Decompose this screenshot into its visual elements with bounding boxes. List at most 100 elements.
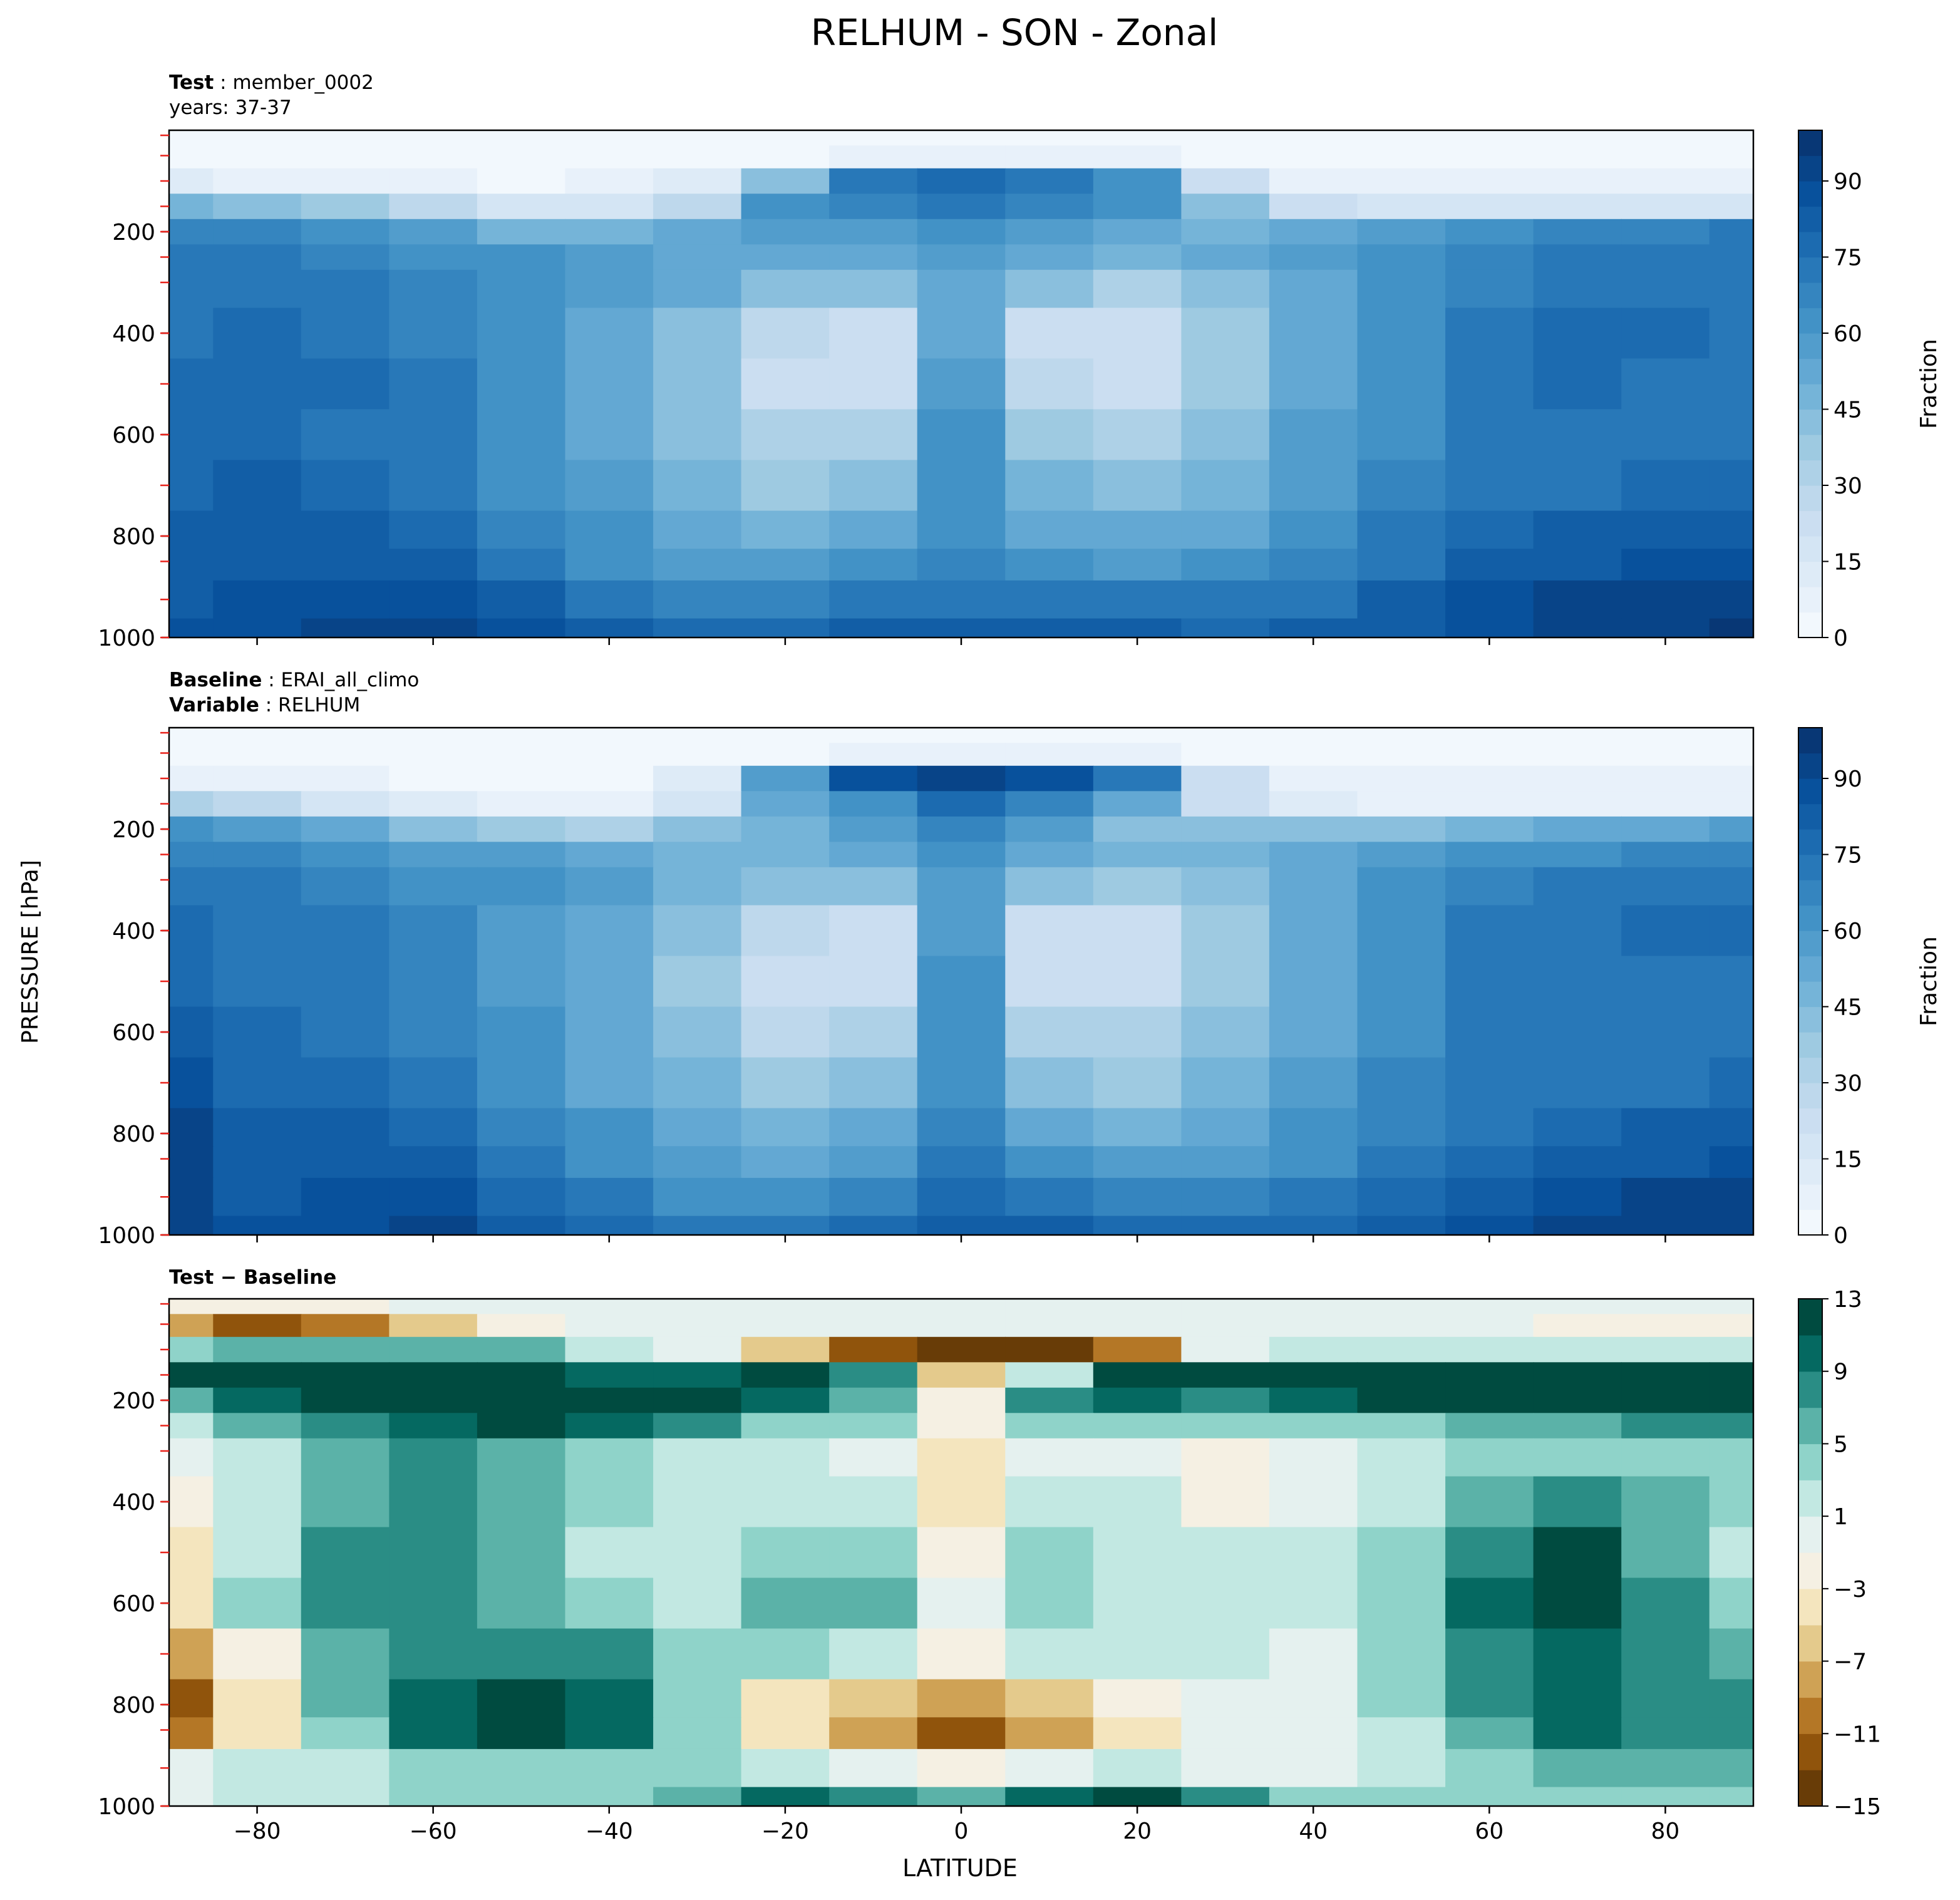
heatmap-cell [1093, 358, 1182, 410]
heatmap-cell [1357, 816, 1446, 843]
heatmap-cell [1621, 580, 1710, 619]
heatmap-cell [917, 1387, 1006, 1414]
heatmap-cell [1533, 1314, 1622, 1338]
heatmap-cell [1181, 1476, 1270, 1528]
heatmap-cell [1533, 1299, 1622, 1315]
heatmap-cell [1445, 1216, 1534, 1235]
heatmap-cell [213, 269, 302, 309]
heatmap-cell [741, 765, 830, 792]
heatmap-cell [389, 1413, 478, 1439]
heatmap-cell [1621, 1108, 1710, 1147]
heatmap-cell [829, 728, 918, 744]
heatmap-cell [389, 842, 478, 868]
heatmap-cell [213, 1527, 302, 1579]
heatmap-cell [1709, 1387, 1753, 1414]
colorbar-segment [1798, 130, 1822, 157]
heatmap-cell [917, 168, 1006, 195]
heatmap-cell [741, 1057, 830, 1109]
heatmap-cell [213, 1336, 302, 1363]
heatmap-cell [1005, 1006, 1094, 1058]
heatmap-cell [213, 791, 302, 817]
heatmap-cell [565, 1216, 654, 1235]
heatmap-cell [565, 460, 654, 512]
panel-label-line: Test : member_0002 [169, 71, 374, 94]
heatmap-cell [1005, 1577, 1094, 1629]
heatmap-cell [1269, 1314, 1358, 1338]
heatmap-cell [477, 1438, 566, 1477]
heatmap-cell [741, 1216, 830, 1235]
colorbar-segment [1798, 956, 1822, 982]
heatmap-cell [653, 145, 742, 169]
heatmap-cell [1269, 1108, 1358, 1147]
heatmap-cell [389, 905, 478, 957]
heatmap-cell [1005, 791, 1094, 817]
heatmap-cell [1357, 1362, 1446, 1388]
heatmap-cell [301, 1527, 390, 1579]
heatmap-cell [917, 1299, 1006, 1315]
heatmap-cell [213, 1216, 302, 1235]
heatmap-cell [653, 194, 742, 220]
heatmap-cell [1181, 1299, 1270, 1315]
heatmap-cell [1621, 842, 1710, 868]
heatmap-cell [169, 145, 214, 169]
heatmap-cell [213, 1679, 302, 1718]
heatmap-cell [1005, 549, 1094, 581]
heatmap-cell [1181, 956, 1270, 1008]
colorbar-tick-label: −7 [1834, 1650, 1867, 1675]
heatmap-cell [1445, 1628, 1534, 1680]
heatmap-cell [917, 1108, 1006, 1147]
heatmap-cell [1445, 1527, 1534, 1579]
heatmap-cell [1181, 728, 1270, 744]
heatmap-cell [1709, 618, 1753, 638]
heatmap-cell [653, 244, 742, 271]
heatmap-cell [1093, 219, 1182, 245]
heatmap-cell [213, 1299, 302, 1315]
heatmap-cell [741, 816, 830, 843]
y-tick-label: 400 [112, 321, 155, 347]
heatmap-cell [1709, 145, 1753, 169]
heatmap-cell [477, 743, 566, 767]
heatmap-cell [1445, 307, 1534, 359]
heatmap-cell [741, 1577, 830, 1629]
heatmap-cell [1445, 1413, 1534, 1439]
heatmap-cell [1621, 816, 1710, 843]
heatmap-cell [1445, 244, 1534, 271]
heatmap-cell [829, 409, 918, 461]
heatmap-cell [1357, 244, 1446, 271]
heatmap-cell [1093, 791, 1182, 817]
heatmap-cell [741, 618, 830, 638]
heatmap-cell [169, 618, 214, 638]
heatmap-cell [1621, 1006, 1710, 1058]
heatmap-cell [213, 307, 302, 359]
heatmap-cell [653, 842, 742, 868]
colorbar-segment [1798, 1697, 1822, 1734]
heatmap-cell [301, 580, 390, 619]
heatmap-test [169, 130, 1753, 638]
heatmap-cell [1445, 145, 1534, 169]
heatmap-cell [1709, 1006, 1753, 1058]
heatmap-cell [1445, 956, 1534, 1008]
heatmap-cell [213, 580, 302, 619]
y-tick-label: 600 [112, 1591, 155, 1617]
heatmap-cell [829, 956, 918, 1008]
heatmap-cell [829, 1679, 918, 1718]
heatmap-cell [917, 1057, 1006, 1109]
heatmap-cell [1093, 1387, 1182, 1414]
colorbar-tick-label: 0 [1834, 626, 1848, 651]
heatmap-cell [1709, 549, 1753, 581]
heatmap-cell [917, 244, 1006, 271]
heatmap-cell [477, 1108, 566, 1147]
y-tick-label: 800 [112, 524, 155, 550]
heatmap-cell [829, 194, 918, 220]
heatmap-cell [477, 145, 566, 169]
heatmap-cell [301, 1006, 390, 1058]
heatmap-cell [565, 905, 654, 957]
heatmap-cell [829, 1314, 918, 1338]
heatmap-cell [741, 1299, 830, 1315]
heatmap-cell [1005, 728, 1094, 744]
heatmap-cell [301, 1057, 390, 1109]
heatmap-cell [829, 1717, 918, 1750]
heatmap-cell [829, 130, 918, 147]
colorbar-segment [1798, 803, 1822, 830]
